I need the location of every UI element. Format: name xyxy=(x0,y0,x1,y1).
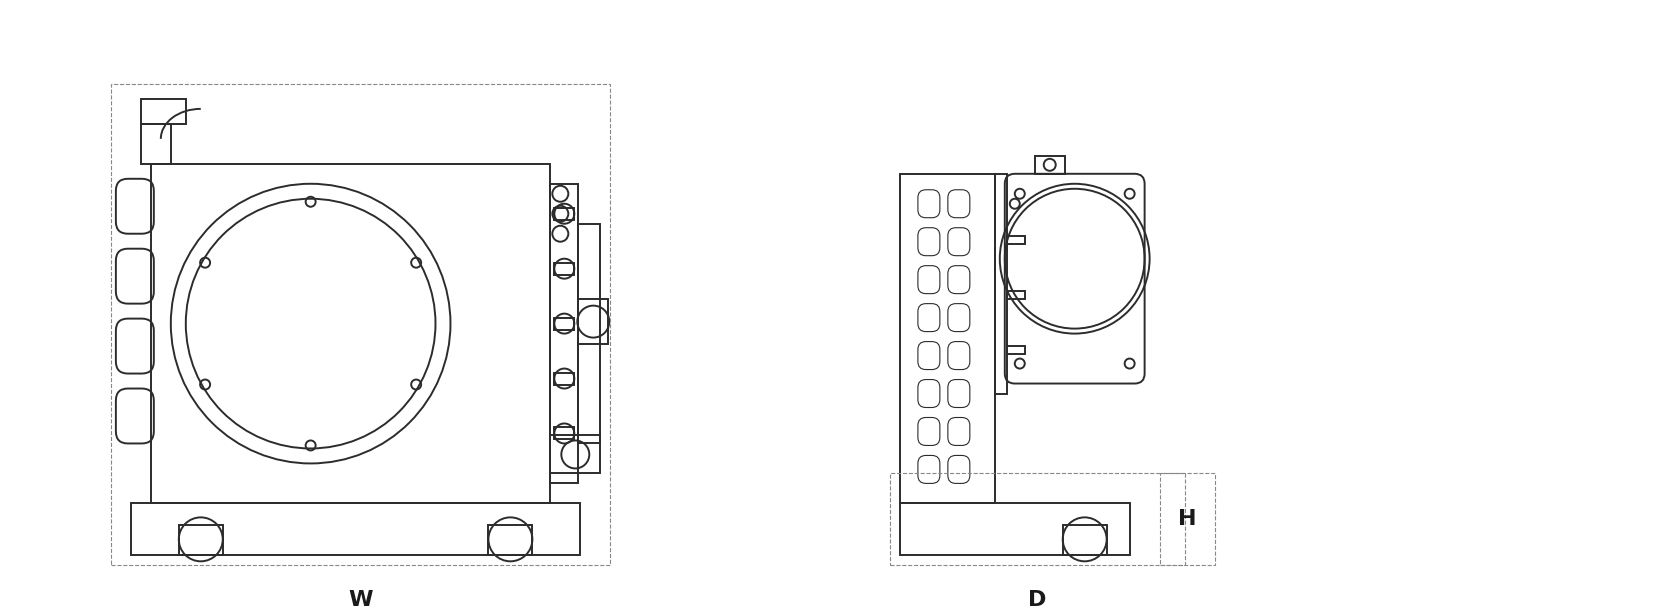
Text: H: H xyxy=(1178,509,1196,529)
Bar xyxy=(579,224,600,444)
Bar xyxy=(130,503,580,555)
Bar xyxy=(110,84,610,565)
Bar xyxy=(140,124,170,164)
Bar xyxy=(554,373,574,384)
Bar xyxy=(1063,525,1106,555)
Bar xyxy=(489,525,532,555)
Bar xyxy=(554,318,574,330)
Bar xyxy=(140,99,185,124)
Bar xyxy=(178,525,224,555)
Text: W: W xyxy=(349,590,374,610)
Bar xyxy=(901,503,1129,555)
Bar xyxy=(901,174,994,503)
Bar xyxy=(891,474,1184,565)
Bar xyxy=(994,174,1007,394)
Bar xyxy=(579,299,609,344)
Bar xyxy=(1007,236,1024,244)
Bar xyxy=(150,164,550,503)
Bar xyxy=(1007,346,1024,354)
Bar xyxy=(550,436,600,474)
Bar xyxy=(1159,474,1214,565)
Bar xyxy=(554,428,574,439)
Bar xyxy=(554,208,574,220)
Bar xyxy=(554,262,574,275)
Bar xyxy=(550,184,579,484)
Text: D: D xyxy=(1027,590,1046,610)
Bar xyxy=(1034,156,1064,174)
Bar xyxy=(1007,291,1024,299)
